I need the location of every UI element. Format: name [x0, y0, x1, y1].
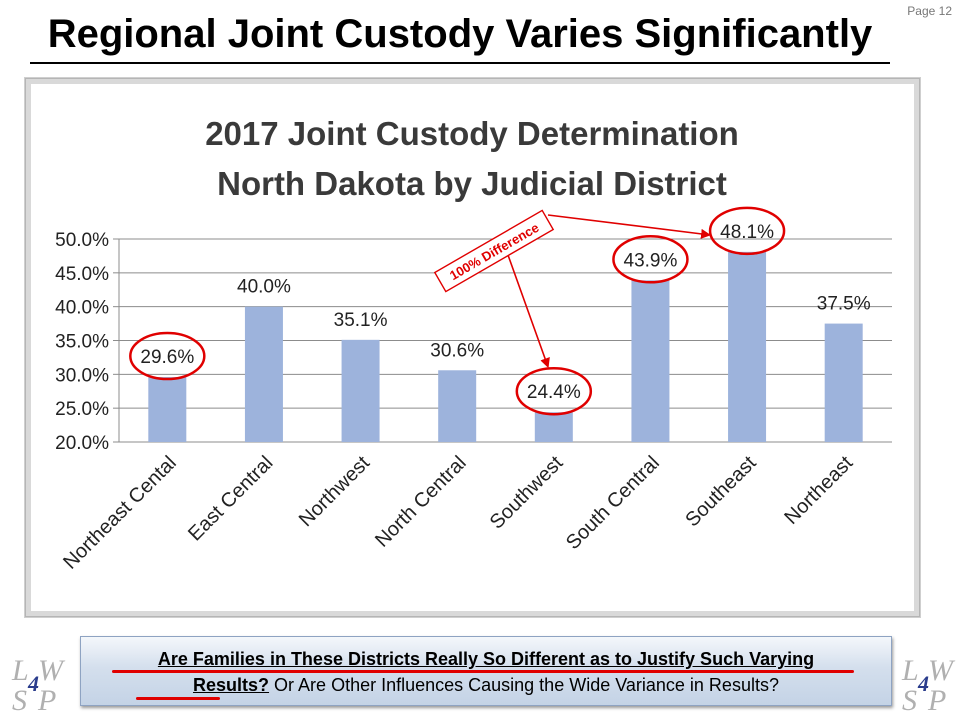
logo-number: 4 — [918, 671, 929, 696]
y-tick-label: 45.0% — [55, 264, 109, 285]
category-label: Northeast — [780, 452, 857, 529]
category-label: Southwest — [486, 452, 568, 534]
logo-letter: P — [928, 684, 947, 717]
callout-line1: Are Families in These Districts Really S… — [157, 649, 815, 669]
bar — [148, 377, 187, 442]
data-label: 37.5% — [817, 294, 871, 315]
bar-chart: 2017 Joint Custody Determination North D… — [55, 115, 892, 574]
logo-letter: W — [38, 654, 63, 687]
category-label: Southeast — [681, 452, 761, 532]
bar — [631, 280, 670, 442]
bar — [824, 323, 863, 442]
difference-text: 100% Difference — [447, 220, 541, 283]
callout-line2: Results? Or Are Other Influences Causing… — [81, 672, 891, 698]
y-tick-label: 25.0% — [55, 399, 109, 420]
data-label: 29.6% — [140, 347, 194, 368]
difference-callout: 100% Difference — [433, 209, 555, 293]
callout-red-underline-short — [136, 697, 220, 700]
bar — [438, 370, 477, 442]
callout-red-underline — [112, 670, 854, 673]
page-number: Page 12 — [907, 4, 952, 18]
callout-line2-rest: Or Are Other Influences Causing the Wide… — [269, 675, 779, 695]
category-label: South Central — [562, 452, 664, 554]
chart-title-line1: 2017 Joint Custody Determination — [205, 115, 739, 152]
logo-letter: L — [12, 654, 29, 687]
logo-letter: P — [38, 684, 57, 717]
logo-letter: S — [902, 684, 917, 717]
category-label: East Central — [184, 452, 277, 545]
logo-number: 4 — [28, 671, 39, 696]
y-tick-label: 35.0% — [55, 332, 109, 353]
bar — [728, 251, 767, 442]
category-label: Northwest — [295, 452, 375, 532]
data-label: 48.1% — [720, 222, 774, 243]
category-label: Northeast Cental — [59, 452, 181, 574]
logo-letter: S — [12, 684, 27, 717]
logo-letter: W — [928, 654, 953, 687]
chart-title-line2: North Dakota by Judicial District — [217, 165, 727, 202]
y-tick-label: 40.0% — [55, 298, 109, 319]
slide-title: Regional Joint Custody Varies Significan… — [47, 12, 873, 56]
title-divider — [30, 62, 890, 64]
highlight-circle — [612, 235, 689, 284]
data-label: 24.4% — [527, 382, 581, 403]
callout-line2-bold: Results? — [193, 675, 270, 695]
bar — [244, 306, 283, 442]
y-tick-label: 50.0% — [55, 230, 109, 251]
y-tick-label: 20.0% — [55, 433, 109, 454]
y-tick-label: 30.0% — [55, 365, 109, 386]
difference-box — [433, 209, 555, 293]
data-label: 40.0% — [237, 277, 291, 298]
lwsp-logo-left: L W S P 4 — [8, 654, 68, 717]
highlight-circle — [129, 331, 206, 381]
data-label: 43.9% — [624, 250, 678, 271]
chart-frame: 2017 Joint Custody Determination North D… — [25, 78, 920, 617]
bar — [341, 339, 380, 442]
lwsp-logo-right: L W S P 4 — [898, 654, 958, 717]
category-label: North Central — [371, 452, 471, 552]
data-label: 30.6% — [430, 340, 484, 361]
bar — [534, 412, 573, 442]
highlight-circle — [515, 366, 593, 416]
difference-arrow-down — [507, 254, 550, 369]
difference-arrow-up — [547, 214, 712, 239]
data-label: 35.1% — [334, 310, 388, 331]
logo-letter: L — [902, 654, 919, 687]
